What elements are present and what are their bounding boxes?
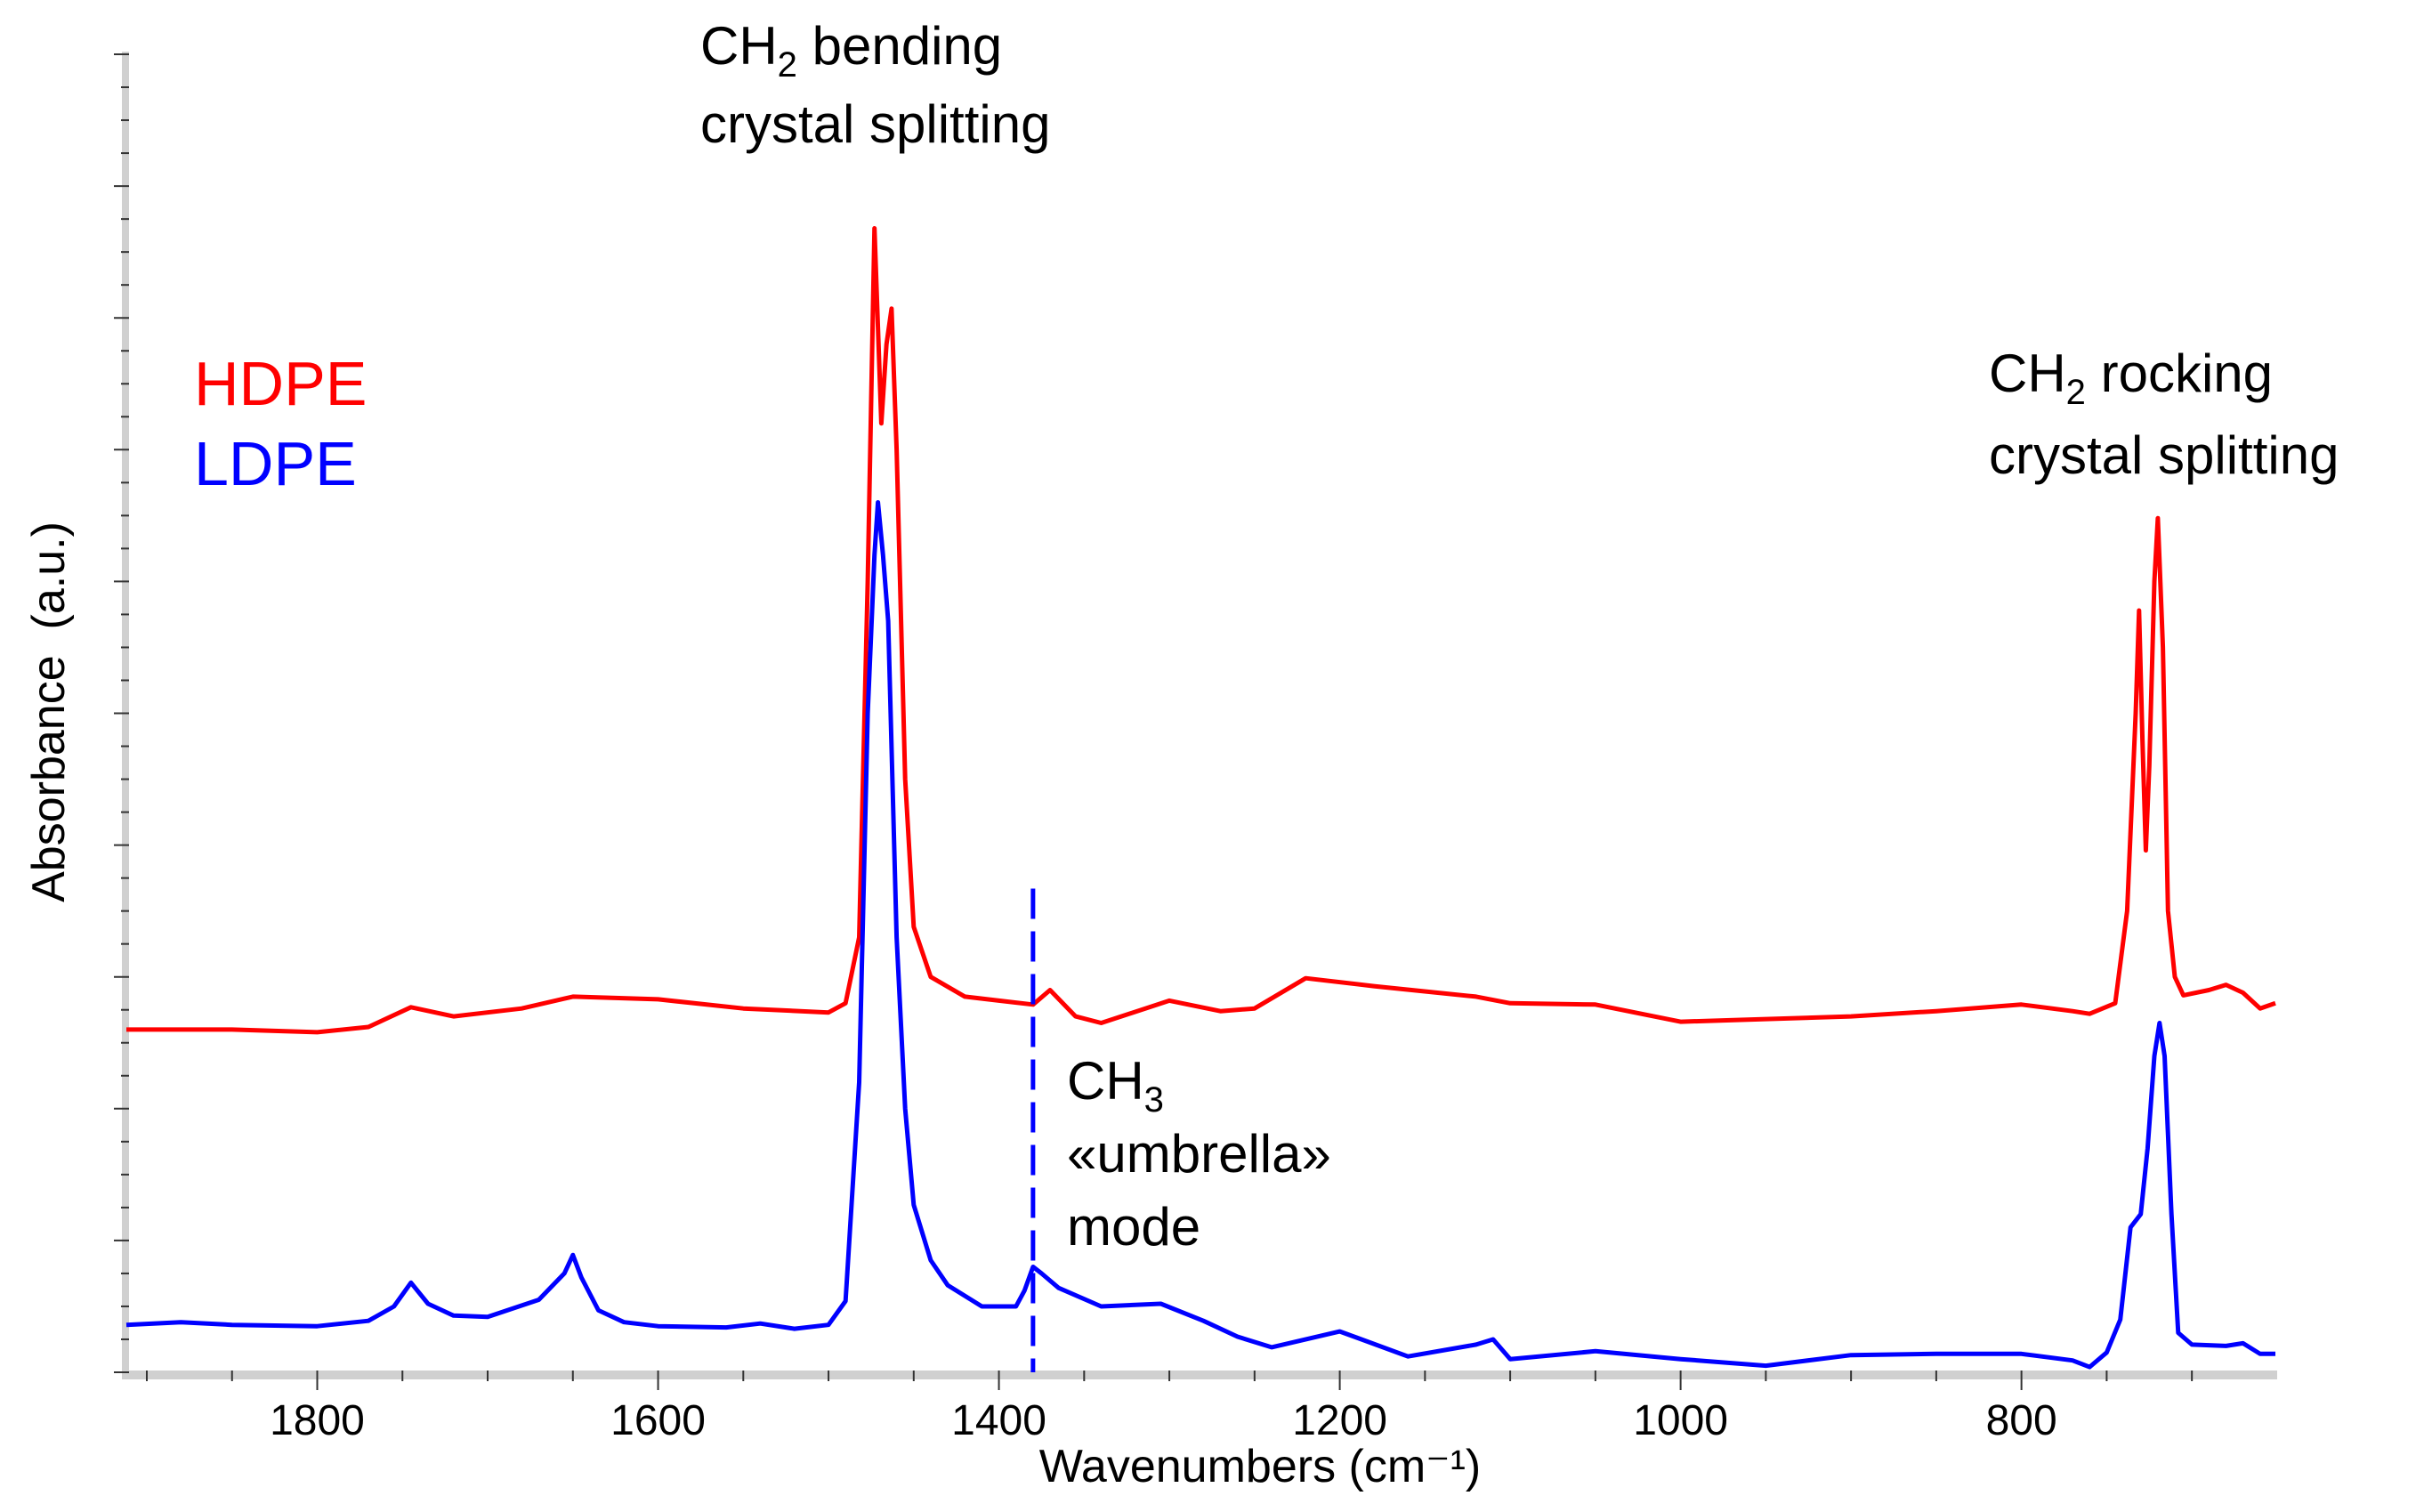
x-axis-label: Wavenumbers (cm⁻¹) xyxy=(1039,1441,1481,1492)
y-ticks xyxy=(114,53,129,1373)
annotation-umbrella-line: mode xyxy=(1067,1197,1200,1257)
x-tick-label: 1200 xyxy=(1292,1397,1387,1444)
series-line-hdpe xyxy=(126,226,2276,1035)
legend-ldpe: LDPE xyxy=(194,429,357,498)
annotation-bending-line: crystal splitting xyxy=(700,94,1050,154)
x-tick-label: 800 xyxy=(1986,1397,2057,1444)
series-group xyxy=(125,226,2276,1370)
annotations: CH2 bending crystal splitting CH2 rocking c… xyxy=(700,16,2339,1257)
x-tick-label: 1400 xyxy=(951,1397,1046,1444)
annotation-rocking-line: crystal splitting xyxy=(1989,425,2339,485)
annotation-rocking-line: CH2 rocking xyxy=(1989,344,2273,412)
annotation-umbrella-line: «umbrella» xyxy=(1067,1124,1331,1184)
annotation-umbrella-line: CH3 xyxy=(1067,1051,1164,1120)
series-line-ldpe xyxy=(125,500,2275,1370)
annotation-bending-line: CH2 bending xyxy=(700,16,1002,85)
x-tick-label: 1000 xyxy=(1633,1397,1728,1444)
x-ticks: 1800 1600 1400 1200 1000 800 xyxy=(145,1371,2194,1444)
x-tick-label: 1800 xyxy=(270,1397,365,1444)
y-axis-label: Absorbance (a.u.) xyxy=(23,522,75,902)
x-axis-strip xyxy=(122,1371,2277,1379)
legend-hdpe: HDPE xyxy=(194,349,367,418)
axes: 1800 1600 1400 1200 1000 800 xyxy=(114,52,2277,1444)
x-tick-label: 1600 xyxy=(610,1397,706,1444)
